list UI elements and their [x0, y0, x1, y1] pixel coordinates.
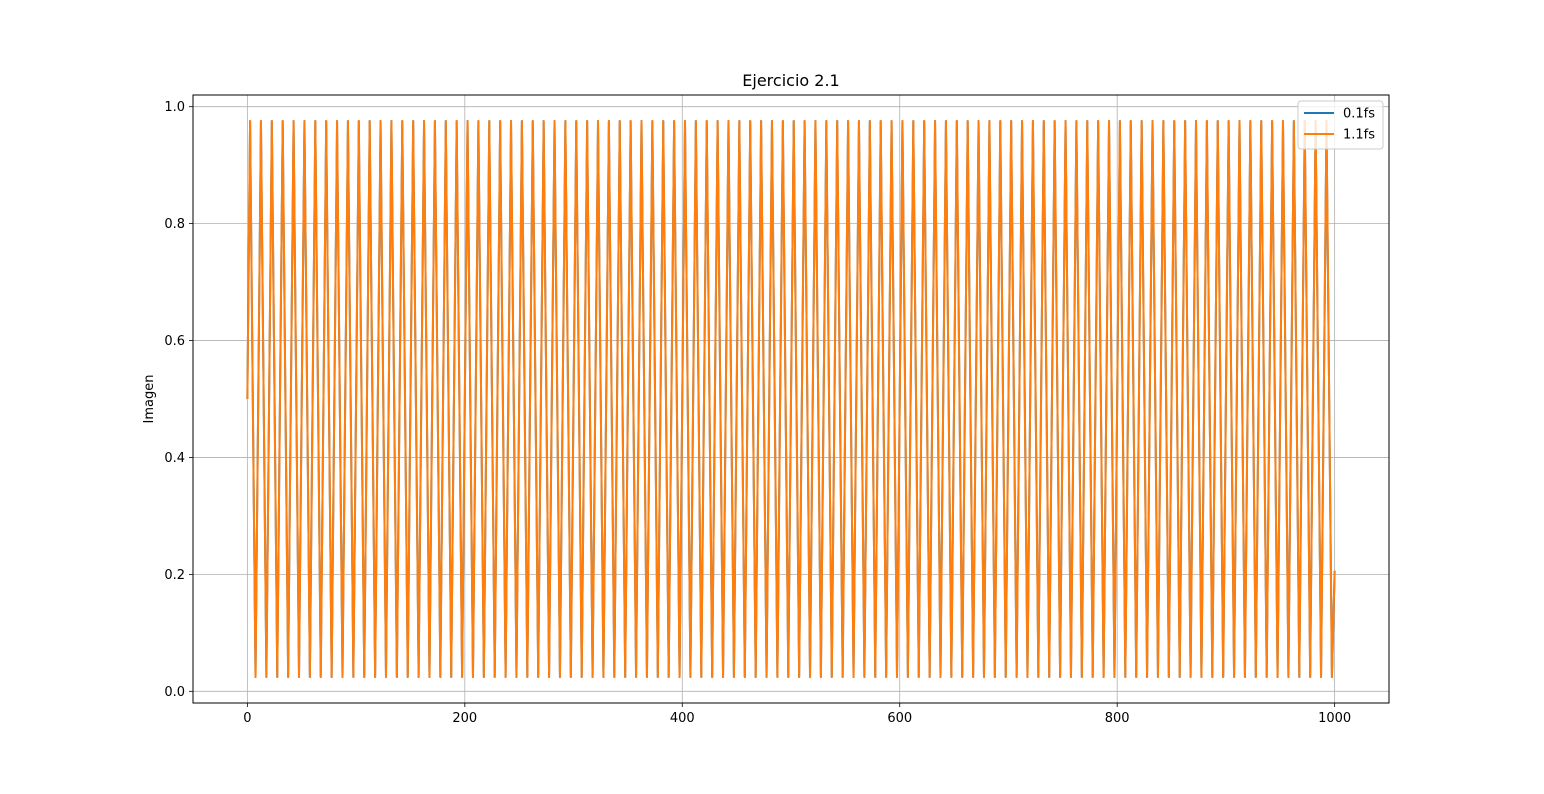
- y-tick-label: 0.2: [164, 568, 185, 583]
- axis-ticks: 0 200 400 600 800 1000 0.0 0.2 0.4 0.6 0.8 1.0: [164, 100, 1351, 726]
- legend: 0.1fs 1.1fs: [1297, 100, 1384, 150]
- y-tick-label: 0.6: [164, 334, 185, 349]
- x-tick-label: 0: [243, 711, 251, 726]
- legend-label-0.1fs: 0.1fs: [1343, 107, 1375, 122]
- x-tick-label: 1000: [1318, 711, 1351, 726]
- x-tick-label: 800: [1105, 711, 1130, 726]
- y-tick-label: 0.8: [164, 217, 185, 232]
- y-tick-label: 1.0: [164, 100, 185, 115]
- plot-frame: [192, 94, 1390, 704]
- x-tick-label: 200: [452, 711, 477, 726]
- x-tick-label: 400: [670, 711, 695, 726]
- y-tick-label: 0.4: [164, 451, 185, 466]
- series-line-1.1fs: [246, 120, 1336, 678]
- x-tick-label: 600: [887, 711, 912, 726]
- chart-title: Ejercicio 2.1: [742, 71, 839, 90]
- y-tick-label: 0.0: [164, 685, 185, 700]
- y-axis-label: Imagen: [142, 375, 157, 424]
- series-layer: [246, 120, 1336, 678]
- legend-label-1.1fs: 1.1fs: [1343, 128, 1375, 143]
